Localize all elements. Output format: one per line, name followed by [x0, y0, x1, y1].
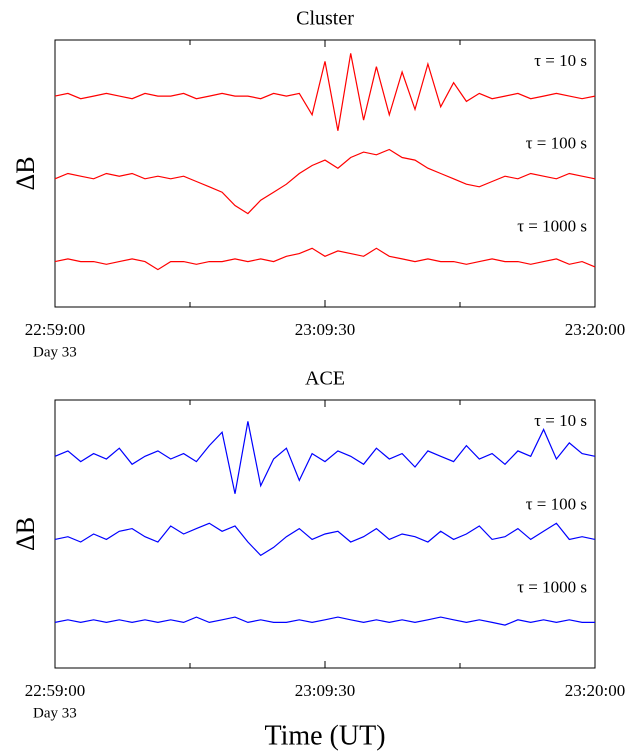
- trace: [54, 148, 596, 215]
- x-tick-label: 23:20:00: [565, 320, 625, 339]
- series-label: τ = 1000 s: [517, 217, 587, 236]
- chart-title: Cluster: [296, 8, 354, 30]
- series-label: τ = 100 s: [526, 134, 587, 153]
- y-axis-label: ΔB: [11, 517, 40, 551]
- x-tick-label: 23:09:30: [295, 681, 355, 700]
- chart-title: ACE: [305, 368, 345, 390]
- trace: [54, 53, 596, 131]
- x-sublabel: Day 33: [33, 344, 77, 360]
- x-sublabel: Day 33: [33, 705, 77, 721]
- x-tick-label: 23:09:30: [295, 320, 355, 339]
- x-tick-label: 22:59:00: [25, 681, 85, 700]
- trace: [54, 522, 596, 557]
- x-tick-label: 23:20:00: [565, 681, 625, 700]
- series-label: τ = 10 s: [534, 51, 587, 70]
- series-label: τ = 100 s: [526, 494, 587, 513]
- series-label: τ = 1000 s: [517, 577, 587, 596]
- trace: [54, 616, 595, 626]
- trace: [54, 247, 596, 271]
- plot-frame: [54, 39, 596, 308]
- series-label: τ = 10 s: [534, 411, 587, 430]
- x-axis-label: Time (UT): [264, 720, 385, 751]
- trace: [54, 421, 596, 494]
- y-axis-label: ΔB: [11, 156, 40, 190]
- x-tick-label: 22:59:00: [25, 320, 85, 339]
